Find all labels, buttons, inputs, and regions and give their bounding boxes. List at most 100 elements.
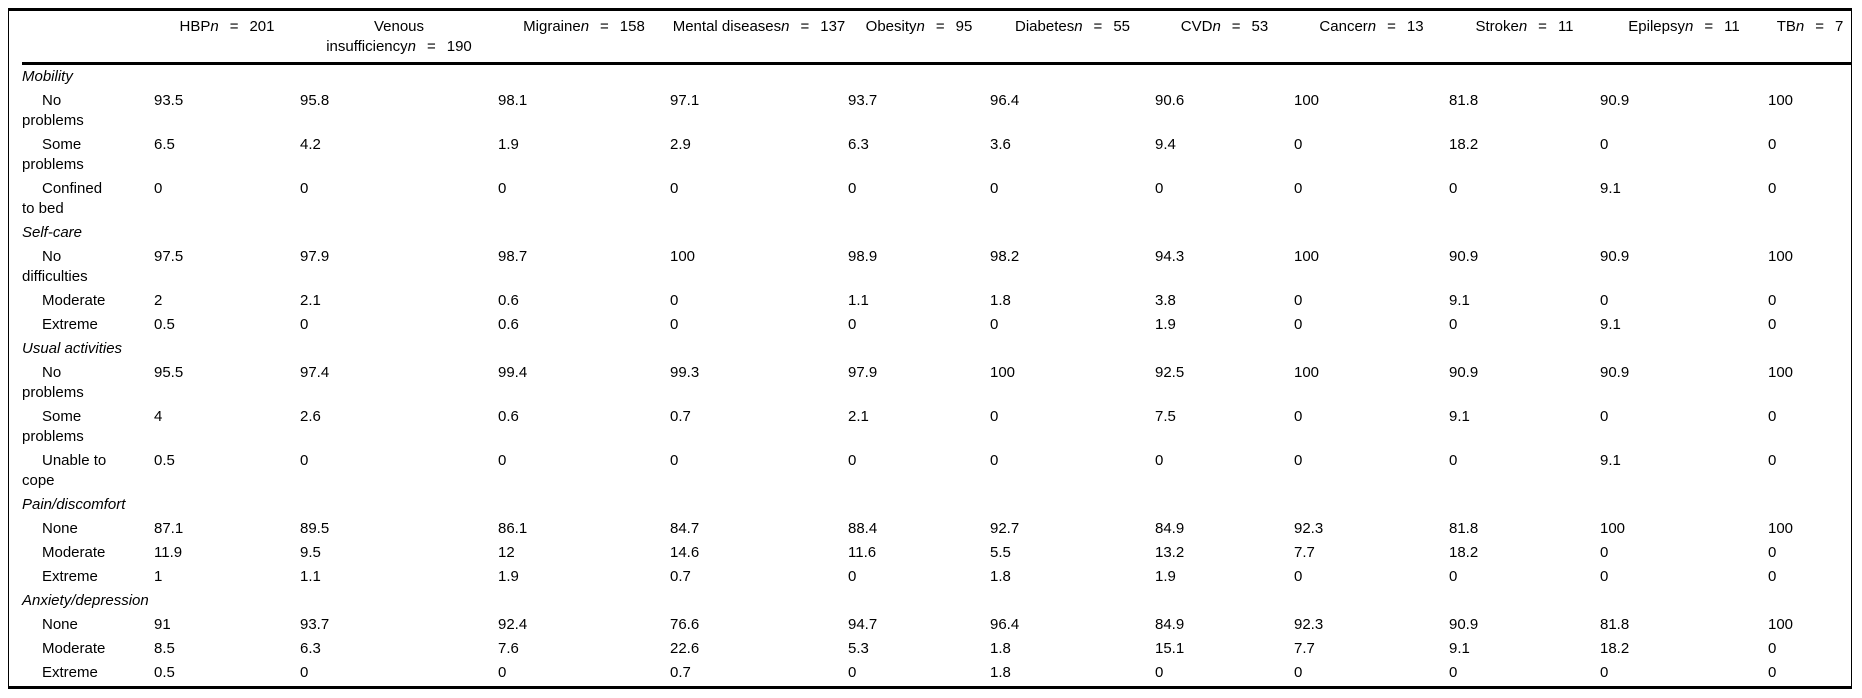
value-cell: 0.5: [154, 316, 175, 333]
value-cell: 7.6: [498, 640, 519, 657]
row-label: Unable to cope: [22, 452, 107, 489]
value-cell: 0.7: [670, 664, 691, 681]
row-label-cell: Moderate: [22, 541, 154, 565]
value-cell: 0.7: [670, 408, 691, 425]
row-label: Moderate: [42, 640, 106, 657]
column-name-count-group: Diabetesn = 55: [1015, 18, 1130, 35]
value-cell: 6.3: [848, 136, 869, 153]
value-cell: 5.3: [848, 640, 869, 657]
value-cell: 15.1: [1155, 640, 1185, 657]
section-title: Usual activities: [22, 340, 123, 357]
value-cell: 92.4: [498, 616, 528, 633]
value-cell: 1.8: [990, 640, 1011, 657]
sample-size: 13: [1406, 18, 1424, 35]
equals-sign: =: [1704, 18, 1714, 35]
value-cell: 0: [498, 664, 507, 681]
row-label: Extreme: [42, 568, 98, 585]
value-cell: 0: [1768, 136, 1777, 153]
data-row: No difficulties 97.5 97.9 98.7 100 98.9 98.2 94…: [22, 245, 1851, 289]
data-row: Extreme 1 1.1 1.9 0.7 0 1.8 1.9 0 0 0 0: [22, 565, 1851, 589]
value-cell: 0: [1294, 180, 1303, 197]
value-cell: 100: [1294, 364, 1320, 381]
value-cell: 93.5: [154, 92, 184, 109]
health-dimensions-table-container: HBPn = 201 Venous insufficiencyn = 190 Migrain…: [8, 8, 1852, 689]
value-cell: 96.4: [990, 92, 1020, 109]
value-cell: 0: [498, 180, 507, 197]
value-cell: 2.6: [300, 408, 321, 425]
sample-size: 11: [1557, 18, 1574, 35]
value-cell: 97.9: [300, 248, 330, 265]
sample-size: 11: [1724, 18, 1740, 35]
equals-sign: =: [800, 18, 810, 35]
value-cell: 100: [990, 364, 1016, 381]
column-name: Cancer: [1319, 18, 1368, 35]
value-cell: 93.7: [300, 616, 330, 633]
equals-sign: =: [1093, 18, 1103, 35]
value-cell: 100: [1768, 92, 1794, 109]
column-header: HBPn = 201: [154, 11, 300, 65]
column-name: Diabetes: [1015, 18, 1075, 35]
column-name-count-group: CVDn = 53: [1181, 18, 1268, 35]
data-row: No problems 93.5 95.8 98.1 97.1 93.7 96.4 90.6 1…: [22, 89, 1851, 133]
value-cell: 100: [670, 248, 696, 265]
n-symbol: n: [1795, 18, 1805, 35]
column-name-count-group: diseasesn = 137: [722, 18, 845, 35]
value-cell: 2: [154, 292, 163, 309]
value-cell: 88.4: [848, 520, 878, 537]
sample-size: 7: [1834, 18, 1844, 35]
value-cell: 0: [1294, 408, 1303, 425]
data-row: No problems 95.5 97.4 99.4 99.3 97.9 100 92.5 10…: [22, 361, 1851, 405]
value-cell: 0: [1600, 136, 1609, 153]
value-cell: 0: [1449, 316, 1458, 333]
value-cell: 95.5: [154, 364, 184, 381]
value-cell: 0: [1600, 408, 1609, 425]
value-cell: 0: [1294, 664, 1303, 681]
equals-sign: =: [935, 18, 945, 35]
row-label-cell: Extreme: [22, 661, 154, 685]
row-label-cell: None: [22, 517, 154, 541]
value-cell: 0: [1768, 664, 1777, 681]
value-cell: 3.8: [1155, 292, 1176, 309]
value-cell: 14.6: [670, 544, 700, 561]
n-symbol: n: [1685, 18, 1694, 35]
column-header: Stroken = 11: [1449, 11, 1600, 65]
value-cell: 0: [990, 180, 999, 197]
value-cell: 97.1: [670, 92, 700, 109]
value-cell: 2.1: [300, 292, 321, 309]
data-row: Moderate 8.5 6.3 7.6 22.6 5.3 1.8 15.1 7.7 9.1 18.…: [22, 637, 1851, 661]
value-cell: 92.3: [1294, 520, 1324, 537]
value-cell: 81.8: [1449, 520, 1479, 537]
section-title: Self-care: [22, 224, 83, 241]
data-row: None 87.1 89.5 86.1 84.7 88.4 92.7 84.9 92.3 81.8…: [22, 517, 1851, 541]
sample-size: 137: [820, 18, 846, 35]
section-row: Self-care: [22, 221, 1851, 245]
sample-size: 158: [619, 18, 645, 35]
equals-sign: =: [600, 18, 609, 35]
n-symbol: n: [916, 18, 925, 35]
value-cell: 100: [1600, 520, 1626, 537]
row-label-cell: None: [22, 613, 154, 637]
value-cell: 1.9: [498, 136, 519, 153]
value-cell: 11.6: [848, 544, 877, 561]
value-cell: 1.9: [1155, 568, 1176, 585]
table-header: HBPn = 201 Venous insufficiencyn = 190 Migrain…: [22, 11, 1851, 65]
section-row: Anxiety/depression: [22, 589, 1851, 613]
value-cell: 7.7: [1294, 544, 1315, 561]
value-cell: 5.5: [990, 544, 1011, 561]
row-label: None: [42, 616, 78, 633]
value-cell: 0: [1449, 664, 1458, 681]
row-label: Some problems: [22, 136, 84, 173]
value-cell: 1.1: [848, 292, 869, 309]
column-name-count-group: Cancern = 13: [1319, 18, 1423, 35]
value-cell: 98.2: [990, 248, 1020, 265]
section-title: Pain/discomfort: [22, 496, 126, 513]
column-name-leading: Mental: [672, 18, 722, 35]
value-cell: 84.7: [670, 520, 700, 537]
sample-size: 55: [1113, 18, 1130, 35]
section-row: Pain/discomfort: [22, 493, 1851, 517]
column-name-leading: Venous: [373, 18, 425, 35]
value-cell: 9.1: [1600, 452, 1621, 469]
value-cell: 3.6: [990, 136, 1011, 153]
value-cell: 0: [300, 180, 309, 197]
value-cell: 94.3: [1155, 248, 1185, 265]
